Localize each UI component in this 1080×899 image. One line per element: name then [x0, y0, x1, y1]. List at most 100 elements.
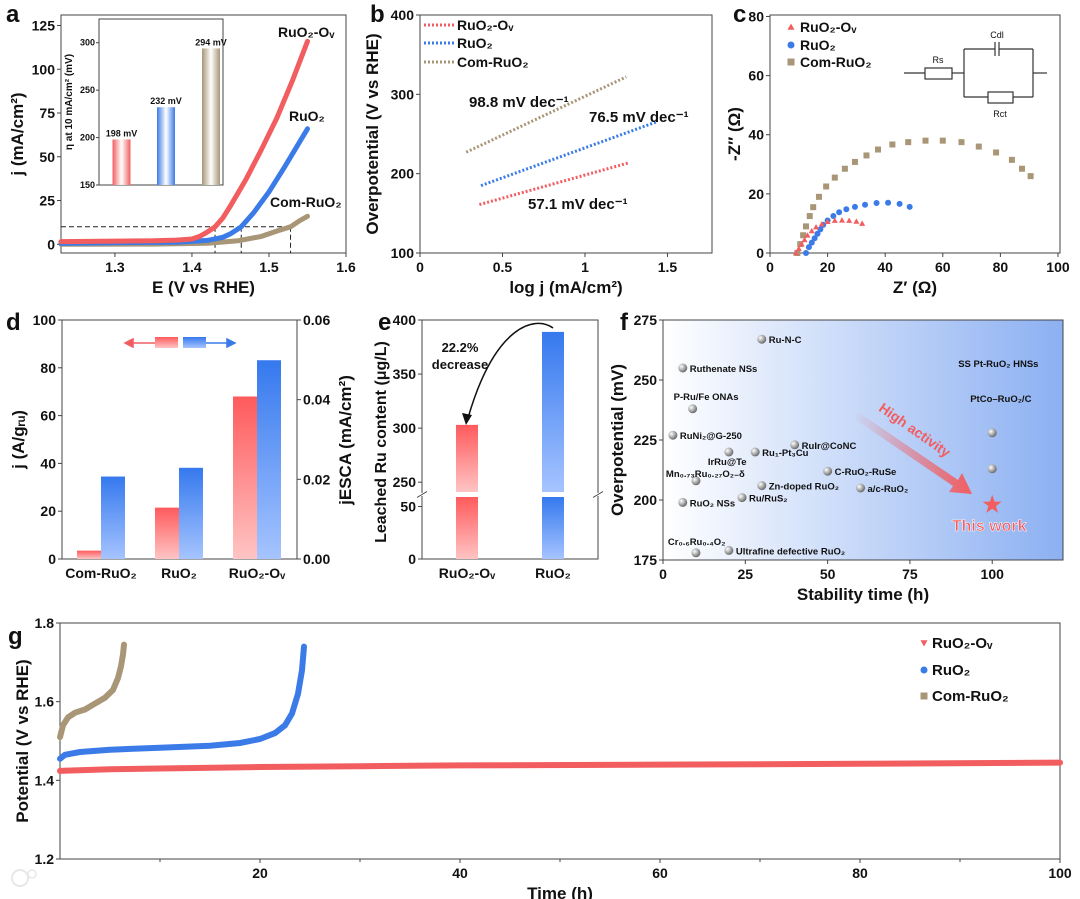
panel-letter: c: [733, 1, 746, 28]
inset-bar-label: 232 mV: [150, 96, 182, 106]
data-point: [810, 204, 817, 211]
y-tick-label: 1.4: [35, 772, 55, 788]
y-tick-label: 0: [47, 236, 55, 252]
data-point: [846, 217, 853, 223]
data-point: [851, 158, 858, 165]
legend-label: RuO₂-Oᵥ: [800, 19, 857, 35]
literature-data-point: [750, 447, 760, 457]
y-axis-label: Potential (V vs RHE): [13, 659, 32, 822]
x-tick-label: 60: [652, 865, 668, 881]
panel-letter: a: [6, 1, 20, 28]
legend-label: Com-RuO₂: [932, 688, 1009, 705]
circuit-label-rct: Rct: [993, 109, 1007, 119]
axis-break-mark: [416, 491, 428, 498]
right-y-tick-label: 0.00: [303, 551, 330, 567]
series-label: RuO₂-Oᵥ: [278, 24, 335, 40]
x-tick-label: 20: [820, 259, 836, 275]
legend-label: RuO₂: [457, 35, 493, 51]
inset-y-tick-label: 250: [80, 85, 95, 95]
data-point: [896, 200, 903, 207]
y-tick-label: 275: [634, 312, 658, 328]
data-point: [859, 220, 866, 226]
data-point: [1027, 173, 1034, 180]
data-point: [905, 139, 912, 146]
decrease-label: decrease: [432, 357, 488, 372]
legend-label: RuO₂: [800, 37, 836, 53]
x-axis-label: Time (h): [527, 884, 593, 899]
y-tick-label: 125: [32, 18, 56, 34]
bar-esca-activity: [101, 476, 125, 559]
y-tick-label: 250: [634, 372, 658, 388]
watermark-logo-icon: [27, 869, 37, 879]
inset-y-axis-label: η at 10 mA/cm² (mV): [64, 54, 75, 150]
data-point: [863, 152, 870, 159]
data-point: [823, 183, 830, 190]
panel-letter: g: [8, 623, 23, 650]
y-tick-label: 20: [40, 503, 56, 519]
x-tick-label: 1.5: [259, 259, 279, 275]
data-point: [792, 250, 799, 256]
literature-data-point: [737, 493, 747, 503]
x-tick-label: 0: [659, 566, 667, 582]
data-point-label: RuIr@CoNC: [802, 441, 857, 452]
data-point-label: Cr₀.₆Ru₀.₄O₂: [668, 537, 726, 548]
data-point-label: Ru-N-C: [769, 335, 802, 346]
x-tick-label: 1.3: [105, 259, 125, 275]
x-tick-label: 80: [852, 865, 868, 881]
high-activity-arrow-icon: [853, 412, 972, 494]
x-tick-label: 40: [877, 259, 893, 275]
inset-bar: [202, 48, 220, 185]
data-point-label: IrRu@Te: [708, 457, 747, 468]
literature-data-point: [678, 497, 688, 507]
literature-data-point: [691, 548, 701, 558]
y-tick-label: 80: [748, 8, 764, 24]
y-tick-label: 0: [756, 245, 764, 261]
bar-esca-activity: [179, 467, 203, 559]
data-point: [817, 226, 824, 233]
data-point: [843, 206, 850, 213]
data-point: [804, 232, 811, 238]
data-point-label: PtCo–RuO₂/C: [970, 394, 1031, 405]
data-point: [814, 230, 821, 237]
panel-letter: b: [370, 1, 385, 28]
x-tick-label: 0.5: [493, 259, 513, 275]
equivalent-circuit-icon: [904, 42, 1047, 104]
y-tick-label: 200: [391, 166, 415, 182]
bar-upper-segment: [456, 424, 478, 492]
y-tick-label: 60: [748, 68, 764, 84]
resistor-rs: [924, 67, 953, 80]
watermark-logo: [11, 869, 37, 887]
y-tick-label: 60: [40, 408, 56, 424]
data-point: [808, 239, 815, 246]
inset-bar: [157, 107, 175, 185]
literature-data-point: [987, 428, 997, 438]
data-point: [802, 250, 809, 256]
x-axis-label: E (V vs RHE): [152, 278, 255, 297]
plot-frame: [769, 14, 1061, 254]
literature-data-point: [724, 447, 734, 457]
data-point: [975, 143, 982, 150]
y-tick-label: 175: [634, 552, 658, 568]
data-point: [815, 193, 822, 200]
bar-esca-activity: [257, 360, 281, 559]
right-y-tick-label: 0.06: [303, 312, 330, 328]
stability-curve: [57, 641, 127, 741]
data-point-label: Zn-doped RuO₂: [769, 482, 839, 493]
x-category-label: RuO₂-Oᵥ: [229, 565, 286, 581]
bar-lower-segment: [542, 497, 564, 559]
y-tick-label: 200: [634, 492, 658, 508]
y-axis-label: Overpotential (V vs RHE): [363, 33, 382, 234]
x-tick-label: 40: [452, 865, 468, 881]
y-tick-label: 400: [393, 312, 417, 328]
literature-data-point: [757, 334, 767, 344]
legend-label: Com-RuO₂: [800, 54, 872, 70]
y-tick-label: 225: [634, 432, 658, 448]
legend-marker: [920, 666, 928, 674]
panel-letter: e: [378, 309, 391, 336]
legend-label: Com-RuO₂: [457, 54, 529, 70]
data-point: [906, 203, 913, 210]
data-point: [798, 241, 805, 247]
literature-data-point: [856, 483, 866, 493]
data-point: [801, 236, 808, 243]
